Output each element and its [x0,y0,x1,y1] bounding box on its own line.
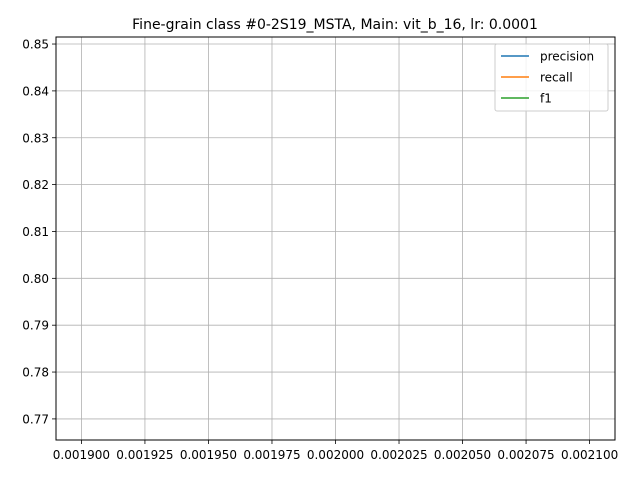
y-tick-label: 0.77 [22,412,49,426]
x-tick-label: 0.001900 [53,448,110,462]
y-tick-label: 0.81 [22,225,49,239]
y-tick-label: 0.80 [22,272,49,286]
y-tick-label: 0.79 [22,319,49,333]
y-tick-label: 0.82 [22,178,49,192]
legend-label-precision: precision [540,50,594,64]
legend: precision recall f1 [494,43,609,112]
x-tick-label: 0.002050 [434,448,491,462]
legend-box [494,43,609,112]
legend-label-f1: f1 [540,92,552,106]
x-tick-label: 0.002025 [370,448,427,462]
x-tick-label: 0.002000 [307,448,364,462]
legend-label-recall: recall [540,71,573,85]
y-tick-label: 0.84 [22,84,49,98]
x-tick-label: 0.002075 [497,448,554,462]
x-tick-label: 0.002100 [561,448,618,462]
y-axis: 0.77 0.78 0.79 0.80 0.81 0.82 0.83 0.84 0.85 [22,38,56,426]
x-tick-label: 0.001950 [180,448,237,462]
y-tick-label: 0.83 [22,131,49,145]
y-tick-label: 0.85 [22,38,49,52]
x-axis: 0.001900 0.001925 0.001950 0.001975 0.002000… [53,440,618,462]
x-tick-label: 0.001925 [116,448,173,462]
y-tick-label: 0.78 [22,366,49,380]
x-tick-label: 0.001975 [243,448,300,462]
chart-title: Fine-grain class #0-2S19_MSTA, Main: vit… [132,17,538,33]
